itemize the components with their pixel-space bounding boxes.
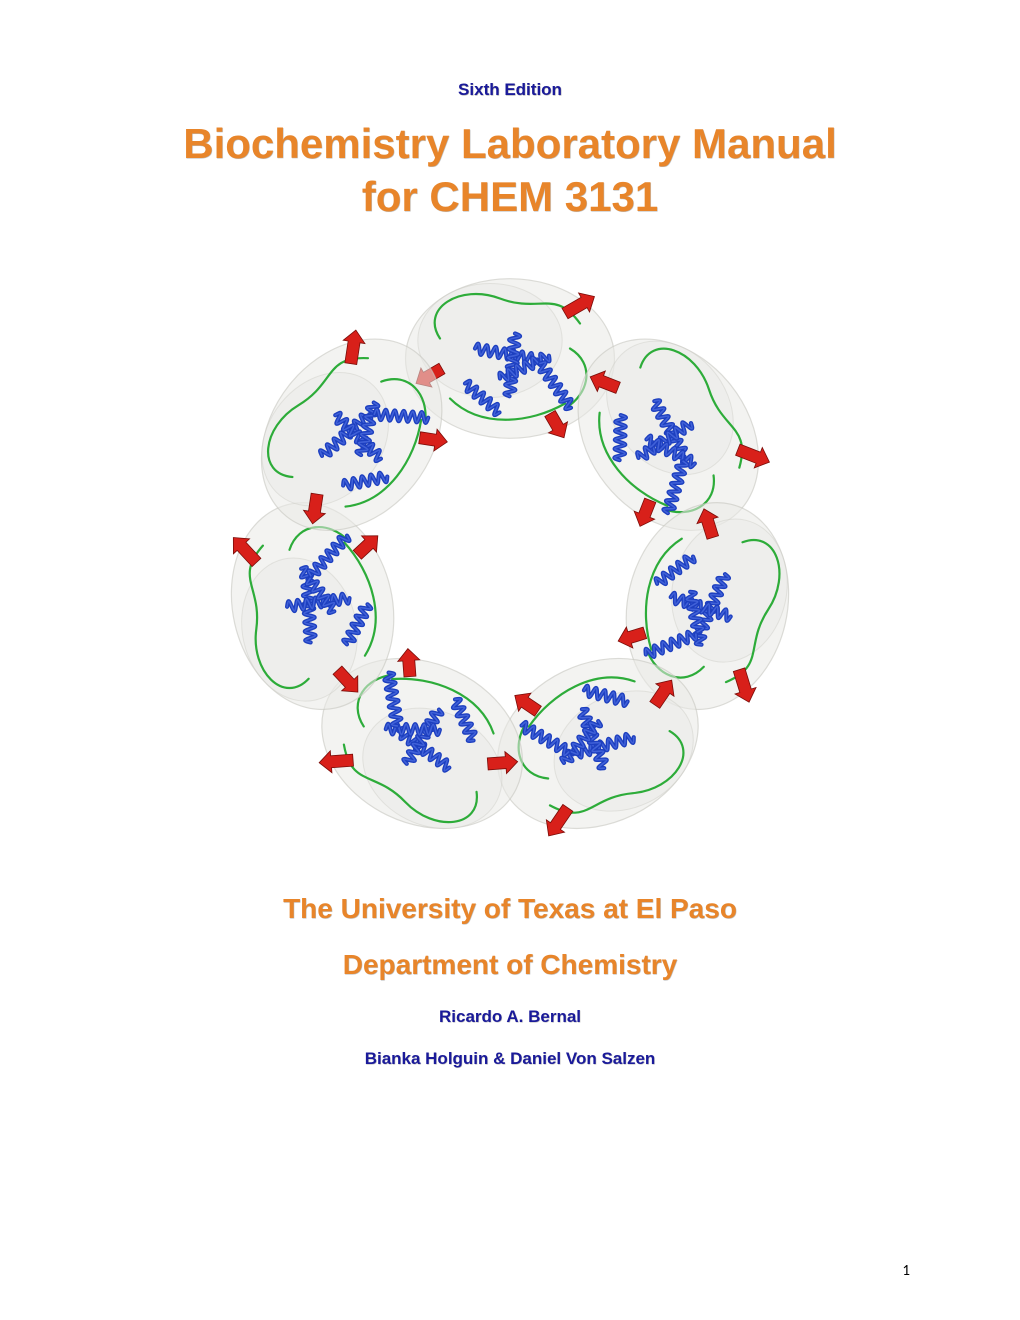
page-number: 1 (902, 1262, 910, 1280)
title-line-1: Biochemistry Laboratory Manual (183, 120, 836, 167)
document-title: Biochemistry Laboratory Manual for CHEM … (183, 118, 836, 223)
author-secondary: Bianka Holguin & Daniel Von Salzen (365, 1049, 656, 1069)
protein-figure (190, 241, 830, 881)
edition-label: Sixth Edition (458, 80, 562, 100)
department-name: Department of Chemistry (343, 949, 678, 981)
title-line-2: for CHEM 3131 (362, 173, 658, 220)
university-name: The University of Texas at El Paso (283, 893, 737, 925)
author-primary: Ricardo A. Bernal (439, 1007, 581, 1027)
protein-ring-icon (190, 241, 830, 881)
